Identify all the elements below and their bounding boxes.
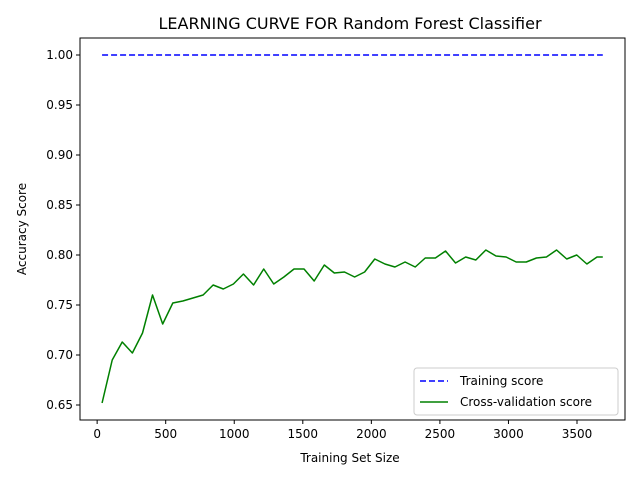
- y-tick-label: 1.00: [46, 48, 73, 62]
- chart-title: LEARNING CURVE FOR Random Forest Classif…: [158, 14, 541, 33]
- y-tick-label: 0.65: [46, 398, 73, 412]
- x-axis-label: Training Set Size: [299, 451, 399, 465]
- y-axis-ticks: 0.65 0.70 0.75 0.80 0.85 0.90 0.95 1.00: [46, 48, 80, 412]
- legend: Training score Cross-validation score: [413, 367, 619, 416]
- legend-box: [413, 367, 619, 416]
- x-tick-label: 0: [93, 427, 101, 441]
- cross-validation-score-line: [101, 249, 603, 404]
- y-tick-label: 0.95: [46, 98, 73, 112]
- x-tick-label: 2500: [425, 427, 456, 441]
- y-tick-label: 0.85: [46, 198, 73, 212]
- x-axis-ticks: 0 500 1000 1500 2000 2500 3000 3500: [93, 420, 592, 441]
- legend-label-training: Training score: [459, 374, 543, 388]
- x-tick-label: 1500: [288, 427, 319, 441]
- plot-lines: [101, 54, 603, 404]
- legend-label-cross-validation: Cross-validation score: [460, 395, 592, 409]
- y-tick-label: 0.80: [46, 248, 73, 262]
- x-tick-label: 3500: [562, 427, 593, 441]
- y-axis-label: Accuracy Score: [15, 183, 29, 275]
- y-tick-label: 0.70: [46, 348, 73, 362]
- x-tick-label: 3000: [493, 427, 524, 441]
- x-tick-label: 1000: [219, 427, 250, 441]
- y-tick-label: 0.75: [46, 298, 73, 312]
- x-tick-label: 2000: [356, 427, 387, 441]
- plot-frame: [79, 37, 626, 421]
- y-tick-label: 0.90: [46, 148, 73, 162]
- x-tick-label: 500: [154, 427, 177, 441]
